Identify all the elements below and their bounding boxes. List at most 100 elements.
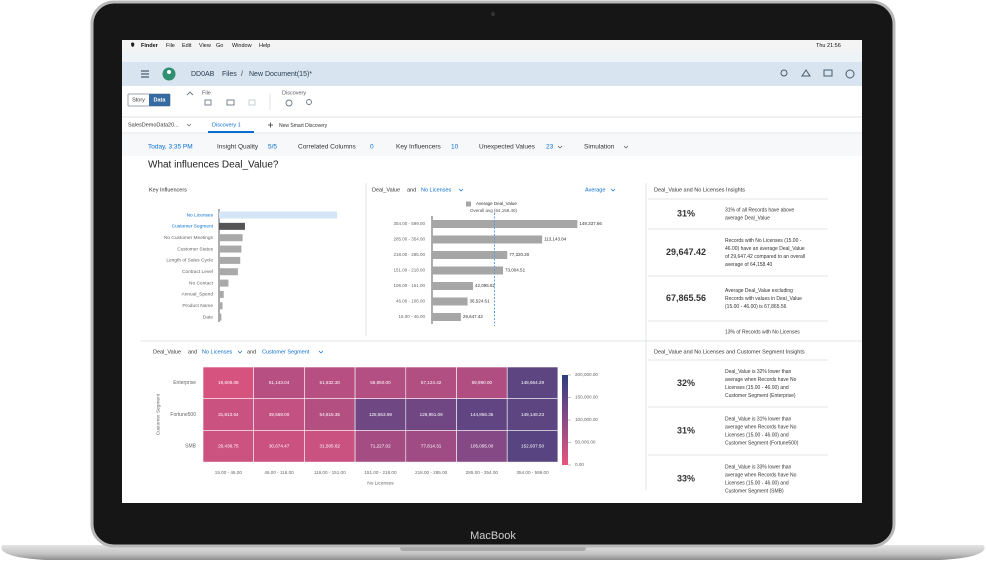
bar[interactable] <box>432 297 468 306</box>
chart-aggregation[interactable]: Average <box>585 187 605 193</box>
help-icon[interactable] <box>845 69 855 79</box>
tab-active[interactable]: Discovery 1 <box>212 122 241 128</box>
export-icon[interactable] <box>248 99 256 106</box>
influencer-label[interactable]: Length of Sales Cycle <box>166 258 213 264</box>
bar[interactable] <box>432 313 461 321</box>
influencer-bar[interactable] <box>219 313 222 321</box>
influencer-label[interactable]: Customer Status <box>177 246 213 252</box>
dropdown-chevron[interactable] <box>186 123 192 127</box>
insight-text: Customer Segment (Enterprise) <box>725 393 796 399</box>
influencer-label[interactable]: Product Name <box>182 303 213 309</box>
refresh-icon[interactable] <box>285 99 293 107</box>
menu-item[interactable]: Go <box>216 43 223 49</box>
influencer-bar[interactable] <box>219 268 238 276</box>
chart-dimension[interactable]: Customer Segment <box>262 349 310 355</box>
summary-time[interactable]: Today, 3:35 PM <box>148 144 193 151</box>
row-label: Fortune500 <box>170 412 196 418</box>
influencer-bar[interactable] <box>219 222 245 230</box>
influencer-label[interactable]: No Contact <box>189 280 214 286</box>
insight-text: average Deal_Value <box>725 215 770 221</box>
chart-dimension[interactable]: No Licenses <box>421 187 452 193</box>
mode-data[interactable]: Data <box>154 97 167 103</box>
influencer-bar[interactable] <box>219 256 241 264</box>
tab[interactable]: SalesDemoData20... <box>128 122 179 128</box>
influencer-bar[interactable] <box>219 290 224 298</box>
column-label: 285.00 - 354.00 <box>466 470 499 475</box>
header-actions <box>780 69 855 79</box>
menu-app[interactable]: Finder <box>141 43 159 49</box>
heat-cell[interactable] <box>304 430 356 463</box>
dropdown-chevron[interactable] <box>610 188 616 192</box>
search-icon[interactable] <box>780 69 788 77</box>
menu-item[interactable]: View <box>199 43 211 49</box>
insight-text: Deal_Value is 32% lower than <box>725 369 792 375</box>
chat-icon[interactable] <box>823 69 833 77</box>
bar[interactable] <box>432 235 543 244</box>
bar[interactable] <box>432 282 473 290</box>
insight-text: Records with No Licenses (15.00 - <box>725 238 802 244</box>
heat-cell[interactable] <box>456 398 508 431</box>
value-label: 77,320.20 <box>509 252 530 257</box>
influencer-label[interactable]: No Licenses <box>187 212 214 218</box>
idea-icon[interactable] <box>306 99 312 105</box>
bar[interactable] <box>432 220 578 228</box>
heat-cell[interactable] <box>506 366 559 400</box>
menu-item[interactable]: Help <box>259 43 270 49</box>
cell-label: 148,664.29 <box>521 380 544 385</box>
toolbar-group: Discovery <box>282 90 306 96</box>
menu-item[interactable]: File <box>166 43 175 49</box>
breadcrumb[interactable]: Files <box>222 71 237 78</box>
dropdown-chevron[interactable] <box>623 145 629 149</box>
menu-item[interactable]: Edit <box>182 43 192 49</box>
plus-icon[interactable] <box>268 122 273 128</box>
influencer-label[interactable]: Date <box>203 314 213 320</box>
chart-title: Deal_Value <box>372 187 400 193</box>
chart-title: and <box>247 349 256 355</box>
tab-new[interactable]: New Smart Discovery <box>279 123 328 129</box>
heat-cell[interactable] <box>405 366 457 400</box>
heat-cell[interactable] <box>253 366 305 400</box>
bar[interactable] <box>432 251 508 259</box>
heat-cell[interactable] <box>202 430 255 463</box>
influencer-label[interactable]: No Customer Meetings <box>164 235 214 241</box>
heat-cell[interactable] <box>405 430 457 463</box>
insight-text: Deal_Value is 33% lower than <box>725 464 792 470</box>
dropdown-chevron[interactable] <box>458 188 464 192</box>
cell-label: 31,813.64 <box>218 412 239 417</box>
heat-cell[interactable] <box>304 366 356 400</box>
heat-cell[interactable] <box>354 430 407 463</box>
bar[interactable] <box>432 266 504 275</box>
notify-icon[interactable] <box>801 69 811 77</box>
dropdown-chevron[interactable] <box>318 350 324 354</box>
influencer-label[interactable]: Annual_Spend <box>182 292 214 298</box>
chart-title: and <box>188 349 197 355</box>
influencer-bar[interactable] <box>219 279 229 287</box>
heat-cell[interactable] <box>506 430 559 463</box>
heat-cell[interactable] <box>456 430 508 463</box>
heat-cell[interactable] <box>506 398 559 431</box>
save-icon[interactable] <box>226 99 235 106</box>
influencer-bar[interactable] <box>219 302 223 310</box>
menu-item[interactable]: Window <box>232 43 252 49</box>
summary-value[interactable]: 5/5 <box>268 144 277 151</box>
dropdown-chevron[interactable] <box>237 350 243 354</box>
menu-icon[interactable] <box>141 70 149 78</box>
summary-value[interactable]: 10 <box>451 144 459 151</box>
influencer-bar[interactable] <box>219 245 242 253</box>
mode-story[interactable]: Story <box>132 97 145 103</box>
heat-cell[interactable] <box>354 398 407 431</box>
influencer-label[interactable]: Customer Segment <box>172 224 214 230</box>
influencer-bar[interactable] <box>219 211 337 219</box>
heat-cell[interactable] <box>253 430 305 463</box>
summary-value[interactable]: 23 <box>546 144 554 151</box>
file-icon[interactable] <box>204 99 212 106</box>
influencer-bar[interactable] <box>219 234 243 242</box>
collapse-icon[interactable] <box>186 91 194 96</box>
summary-label: Simulation <box>584 144 615 151</box>
dropdown-chevron[interactable] <box>557 145 563 149</box>
heat-cell[interactable] <box>202 366 255 400</box>
influencer-label[interactable]: Contract Level <box>182 269 213 275</box>
summary-value[interactable]: 0 <box>370 144 374 151</box>
breadcrumb[interactable]: New Document(15)* <box>249 71 312 78</box>
chart-dimension[interactable]: No Licenses <box>202 349 233 355</box>
